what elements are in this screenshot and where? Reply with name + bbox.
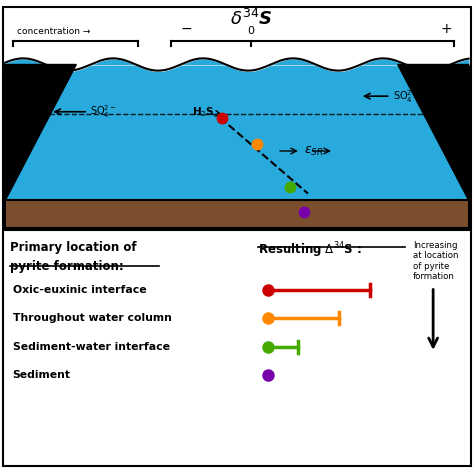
Text: 0: 0 bbox=[248, 26, 255, 36]
Text: oxic-: oxic- bbox=[428, 110, 449, 119]
Bar bbox=[5, 200, 469, 228]
Text: pyrite formation:: pyrite formation: bbox=[10, 260, 124, 273]
Text: Oxic-euxinic interface: Oxic-euxinic interface bbox=[12, 285, 146, 295]
Text: euxinic: euxinic bbox=[428, 121, 459, 130]
Text: $\varepsilon_{SR}$: $\varepsilon_{SR}$ bbox=[304, 145, 324, 157]
Text: $\delta^{34}$S: $\delta^{34}$S bbox=[230, 9, 273, 29]
Text: Sediment-water interface: Sediment-water interface bbox=[12, 342, 170, 352]
Text: Primary location of: Primary location of bbox=[10, 241, 137, 254]
Text: H$_2$S: H$_2$S bbox=[192, 105, 215, 118]
Text: −: − bbox=[180, 22, 192, 36]
Bar bbox=[5, 64, 469, 201]
Text: Increasing
at location
of pyrite
formation: Increasing at location of pyrite formati… bbox=[413, 241, 458, 281]
Text: SO$_4^{2-}$: SO$_4^{2-}$ bbox=[91, 103, 117, 120]
Text: Throughout water column: Throughout water column bbox=[12, 313, 172, 323]
Text: concentration →: concentration → bbox=[17, 27, 91, 36]
Text: Resulting $\Delta^{34}$S :: Resulting $\Delta^{34}$S : bbox=[258, 241, 362, 260]
Text: SO$_4^{2-}$: SO$_4^{2-}$ bbox=[393, 88, 419, 105]
Text: +: + bbox=[440, 22, 452, 36]
Polygon shape bbox=[398, 64, 469, 200]
Text: Sediment: Sediment bbox=[12, 370, 71, 380]
Text: H$_2$S: H$_2$S bbox=[27, 89, 49, 103]
Polygon shape bbox=[5, 64, 76, 200]
